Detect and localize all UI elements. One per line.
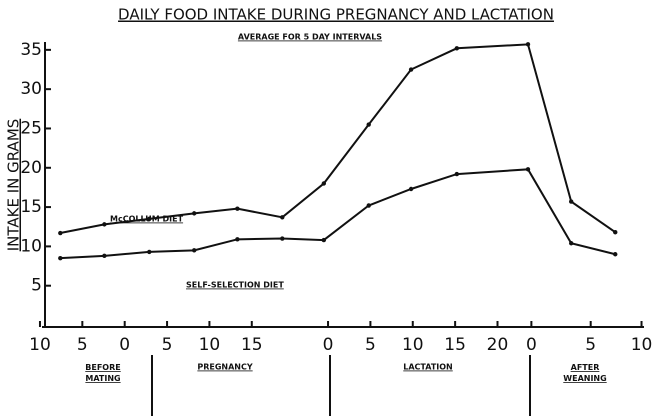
- data-point: [58, 230, 63, 236]
- period-label: PREGNANCY: [197, 363, 253, 372]
- y-tick-label: 30: [20, 79, 42, 99]
- data-point: [454, 46, 460, 51]
- series-line: [60, 43, 616, 235]
- data-point: [613, 252, 618, 257]
- y-tick-label: 15: [20, 197, 42, 217]
- y-tick-label: 35: [20, 40, 42, 60]
- x-tick-label: 0: [119, 335, 130, 355]
- data-point: [525, 42, 531, 47]
- data-point: [569, 241, 574, 246]
- y-tick-label: 10: [20, 236, 42, 256]
- x-tick-label: 5: [585, 335, 596, 355]
- x-tick-label: 15: [241, 335, 263, 355]
- data-point: [191, 248, 197, 253]
- y-tick-label: 20: [20, 158, 42, 178]
- y-tick-label: 25: [20, 118, 42, 138]
- x-tick-label: 10: [29, 335, 51, 355]
- data-point: [102, 222, 107, 227]
- data-point: [408, 186, 414, 192]
- data-point: [235, 206, 240, 211]
- data-point: [525, 167, 531, 172]
- chart-title: DAILY FOOD INTAKE DURING PREGNANCY AND L…: [118, 6, 554, 24]
- y-axis-label: INTAKE IN GRAMS: [5, 119, 23, 252]
- x-tick-label: 5: [77, 335, 88, 355]
- data-point: [102, 253, 107, 259]
- data-point: [280, 215, 285, 220]
- data-point: [147, 216, 152, 222]
- series-label: McCOLLUM DIET: [110, 215, 184, 224]
- data-point: [408, 67, 414, 72]
- x-tick-label: 20: [487, 335, 509, 355]
- data-point: [569, 199, 574, 204]
- data-point: [235, 237, 240, 242]
- data-point: [280, 236, 285, 241]
- data-point: [191, 211, 197, 216]
- period-label: AFTER WEANING: [563, 363, 606, 383]
- x-tick-label: 0: [526, 335, 537, 355]
- x-tick-label: 5: [162, 335, 173, 355]
- data-point: [366, 122, 371, 127]
- data-point: [58, 255, 63, 261]
- x-tick-label: 0: [323, 335, 334, 355]
- series-label: SELF-SELECTION DIET: [186, 281, 284, 290]
- data-point: [366, 203, 371, 208]
- period-label: LACTATION: [403, 363, 453, 372]
- data-point: [613, 230, 618, 235]
- data-point: [454, 171, 460, 177]
- data-point: [321, 237, 327, 243]
- data-point: [147, 249, 152, 255]
- y-tick-label: 5: [31, 276, 42, 296]
- x-tick-label: 10: [199, 335, 221, 355]
- x-tick-label: 10: [631, 335, 653, 355]
- data-point: [321, 181, 327, 186]
- period-label: BEFORE MATING: [85, 363, 120, 383]
- x-tick-label: 5: [365, 335, 376, 355]
- x-tick-label: 10: [402, 335, 424, 355]
- chart-subtitle: AVERAGE FOR 5 DAY INTERVALS: [238, 33, 382, 42]
- x-tick-label: 15: [444, 335, 466, 355]
